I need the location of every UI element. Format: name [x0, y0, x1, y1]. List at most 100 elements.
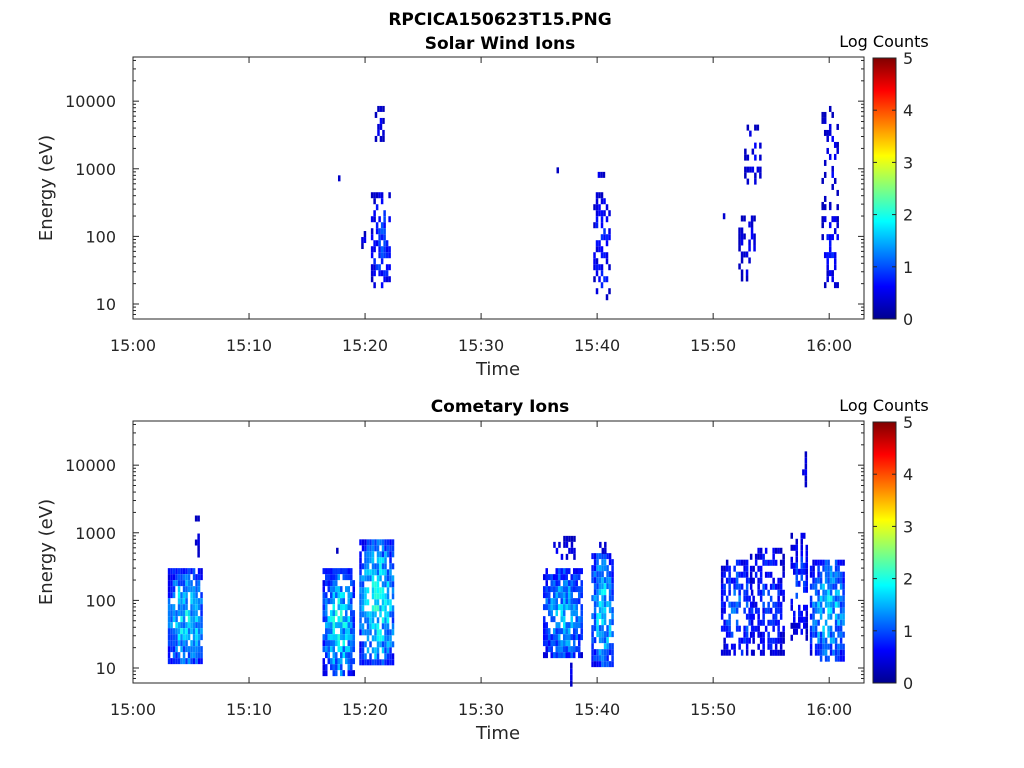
cometary-heatmap-cell	[336, 547, 339, 554]
cometary-heatmap-cell	[752, 595, 755, 602]
cometary-heatmap-cell	[842, 571, 845, 578]
cometary-heatmap-cell	[180, 628, 183, 635]
cometary-heatmap-cell	[376, 575, 380, 582]
cometary-heatmap-cell	[170, 634, 173, 641]
cometary-heatmap-cell	[837, 589, 840, 596]
cometary-heatmap-cell	[606, 565, 609, 572]
solar-wind-heatmap-cell	[833, 177, 837, 184]
cometary-heatmap-cell	[764, 571, 768, 578]
cometary-heatmap-cell	[611, 661, 614, 668]
cometary-y-tick-label: 1000	[75, 524, 116, 543]
cometary-heatmap-cell	[819, 571, 823, 578]
solar-wind-heatmap-cell	[749, 166, 752, 173]
cometary-heatmap-cell	[389, 659, 392, 666]
cometary-heatmap-cell	[793, 610, 796, 617]
cometary-heatmap-cell	[601, 661, 604, 668]
cometary-heatmap-cell	[608, 577, 612, 584]
cometary-heatmap-cell	[555, 568, 558, 575]
cometary-heatmap-cell	[817, 595, 820, 602]
cometary-heatmap-cell	[381, 635, 385, 642]
cometary-heatmap-cell	[195, 616, 198, 623]
cometary-heatmap-cell	[342, 634, 346, 641]
cometary-heatmap-cell	[330, 634, 333, 641]
cometary-heatmap-cell	[195, 604, 198, 611]
cometary-heatmap-cell	[560, 598, 563, 605]
cometary-heatmap-cell	[800, 550, 804, 557]
cometary-heatmap-cell	[167, 652, 171, 659]
cometary-heatmap-cell	[364, 545, 367, 552]
cometary-heatmap-cell	[332, 658, 336, 665]
cometary-heatmap-cell	[359, 557, 362, 564]
solar-wind-heatmap-cell	[593, 204, 596, 211]
cometary-heatmap-cell	[170, 646, 173, 653]
cometary-heatmap-cell	[738, 559, 741, 566]
cometary-heatmap-cell	[345, 616, 348, 623]
cometary-heatmap-cell	[190, 616, 193, 623]
cometary-heatmap-cell	[598, 649, 602, 656]
solar-wind-heatmap-cell	[378, 240, 381, 247]
solar-wind-heatmap-cell	[826, 252, 829, 259]
solar-wind-heatmap-cell	[744, 154, 747, 161]
cometary-heatmap-cell	[824, 571, 828, 578]
cometary-heatmap-cell	[177, 622, 181, 629]
cometary-heatmap-cell	[350, 622, 353, 629]
cometary-heatmap-cell	[603, 643, 607, 650]
cometary-heatmap-cell	[330, 664, 333, 671]
cometary-heatmap-cell	[735, 625, 739, 632]
cometary-heatmap-cell	[167, 622, 171, 629]
cometary-heatmap-cell	[829, 643, 833, 650]
cometary-heatmap-cell	[175, 574, 178, 581]
cometary-heatmap-cell	[580, 568, 583, 575]
cometary-heatmap-cell	[335, 574, 338, 581]
cometary-heatmap-cell	[325, 628, 328, 635]
cometary-heatmap-cell	[805, 562, 809, 569]
solar-wind-heatmap-cell	[383, 216, 386, 223]
cometary-heatmap-cell	[322, 568, 326, 575]
cometary-heatmap-cell	[342, 622, 346, 629]
cometary-heatmap-cell	[827, 613, 830, 620]
solar-wind-x-tick-label: 16:00	[806, 336, 852, 355]
cometary-heatmap-cell	[800, 556, 804, 563]
cometary-heatmap-cell	[361, 605, 365, 612]
solar-wind-heatmap-cell	[828, 234, 832, 241]
solar-wind-heatmap-cell	[823, 252, 827, 259]
cometary-heatmap-cell	[822, 589, 825, 596]
solar-wind-heatmap-cell	[828, 105, 832, 112]
cometary-heatmap-cell	[798, 622, 801, 629]
solar-wind-heatmap-cell	[828, 153, 832, 160]
cometary-heatmap-cell	[371, 569, 375, 576]
cometary-heatmap-cell	[350, 664, 353, 671]
cometary-heatmap-cell	[608, 607, 612, 614]
cometary-heatmap-cell	[391, 539, 395, 546]
cometary-heatmap-cell	[542, 640, 546, 647]
cometary-heatmap-cell	[834, 595, 838, 602]
cometary-heatmap-cell	[608, 559, 612, 566]
cometary-heatmap-cell	[743, 607, 746, 614]
cometary-x-tick-label: 15:00	[110, 700, 156, 719]
solar-wind-heatmap-cell	[831, 216, 834, 223]
cometary-heatmap-cell	[366, 659, 370, 666]
cometary-heatmap-cell	[167, 574, 171, 581]
cometary-heatmap-cell	[335, 610, 338, 617]
cometary-heatmap-cell	[795, 550, 799, 557]
cometary-heatmap-cell	[829, 577, 833, 584]
cometary-heatmap-cell	[371, 563, 375, 570]
solar-wind-heatmap-cell	[603, 198, 606, 205]
cometary-heatmap-cell	[745, 643, 749, 650]
cometary-heatmap-cell	[762, 637, 765, 644]
cometary-heatmap-cell	[745, 589, 749, 596]
cometary-heatmap-cell	[767, 559, 770, 566]
cometary-heatmap-cell	[350, 640, 353, 647]
cometary-heatmap-cell	[812, 571, 815, 578]
cometary-heatmap-cell	[596, 583, 599, 590]
cometary-heatmap-cell	[185, 586, 188, 593]
cometary-colorbar	[872, 421, 897, 684]
solar-wind-heatmap-cell	[828, 123, 832, 130]
cometary-heatmap-cell	[777, 637, 780, 644]
cometary-heatmap-cell	[772, 577, 775, 584]
solar-wind-x-tick-label: 15:00	[110, 336, 156, 355]
cometary-heatmap-cell	[197, 539, 200, 546]
cometary-heatmap-cell	[829, 601, 833, 608]
cometary-heatmap-cell	[335, 592, 338, 599]
cometary-heatmap-cell	[733, 649, 736, 656]
